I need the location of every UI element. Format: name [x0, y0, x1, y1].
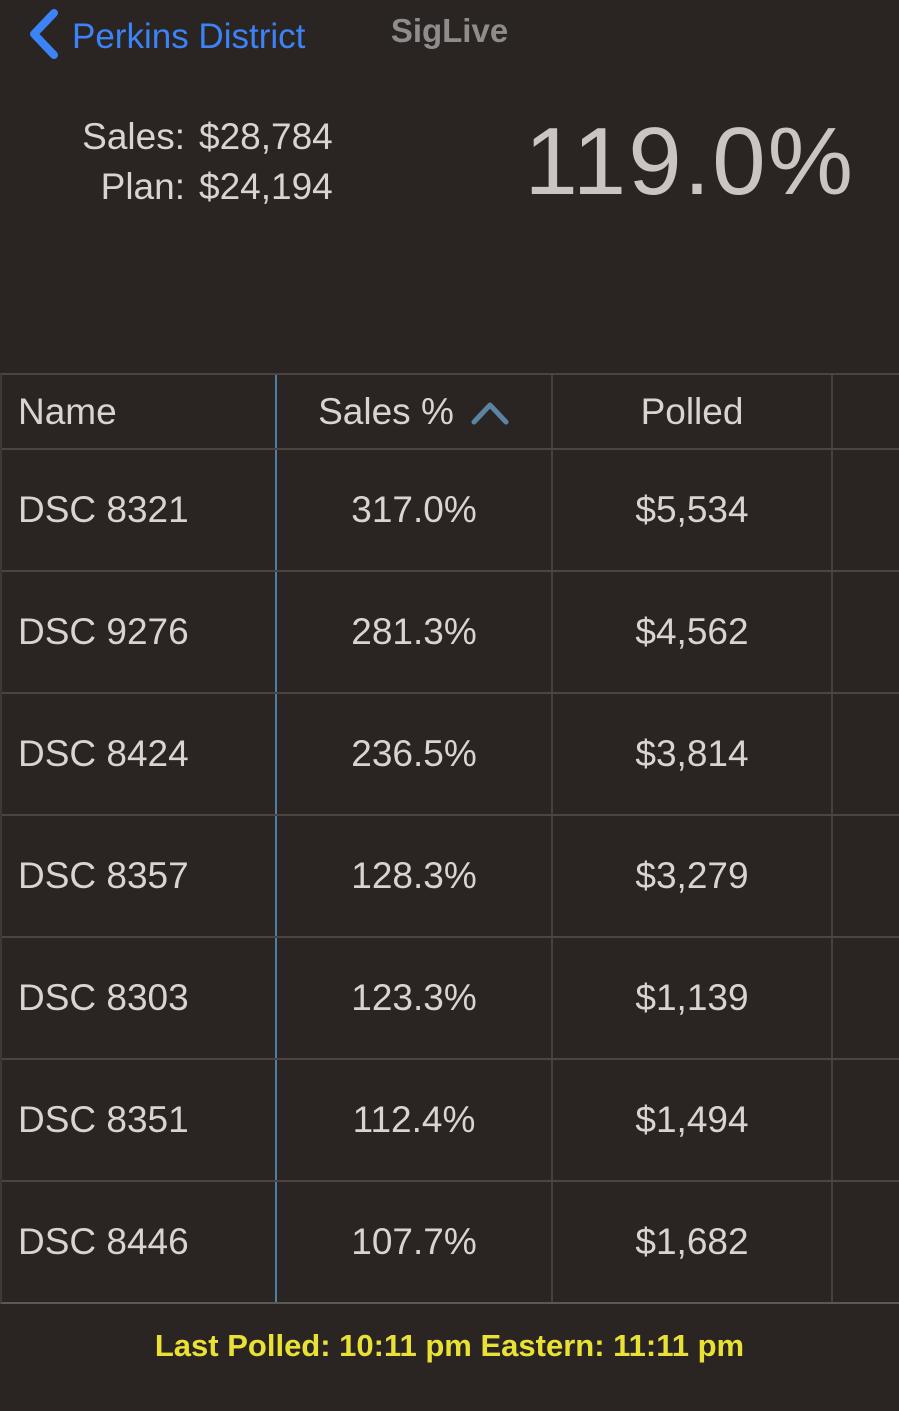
sales-stat-row: Sales: $28,784	[44, 112, 333, 162]
nav-bar: Perkins District SigLive	[0, 0, 899, 70]
sales-label: Sales:	[82, 116, 185, 157]
row-extra	[833, 1182, 899, 1302]
row-sales-pct: 123.3%	[277, 938, 553, 1058]
plan-stat-row: Plan: $24,194	[44, 162, 333, 212]
table-row[interactable]: DSC 8446 107.7% $1,682	[2, 1182, 899, 1302]
back-chevron-icon	[26, 8, 60, 65]
back-button-label: Perkins District	[72, 16, 306, 56]
row-name: DSC 8357	[2, 816, 277, 936]
row-name: DSC 8321	[2, 450, 277, 570]
row-name: DSC 8303	[2, 938, 277, 1058]
row-polled: $1,682	[553, 1182, 833, 1302]
summary-stats: Sales: $28,784 Plan: $24,194	[44, 112, 333, 212]
page-title: SigLive	[390, 12, 509, 49]
last-polled-status: Last Polled: 10:11 pm Eastern: 11:11 pm	[154, 1328, 745, 1363]
sales-value: $28,784	[199, 116, 333, 157]
back-button[interactable]: Perkins District	[26, 8, 305, 65]
row-sales-pct: 236.5%	[277, 694, 553, 814]
table-row[interactable]: DSC 8351 112.4% $1,494	[2, 1060, 899, 1182]
table-row[interactable]: DSC 8357 128.3% $3,279	[2, 816, 899, 938]
table-header-row: Name Sales % Polled	[2, 375, 899, 450]
column-header-sales-pct[interactable]: Sales %	[277, 375, 553, 448]
table-row[interactable]: DSC 8321 317.0% $5,534	[2, 450, 899, 572]
column-header-extra	[833, 375, 899, 448]
sort-ascending-icon	[470, 393, 510, 435]
row-sales-pct: 281.3%	[277, 572, 553, 692]
column-header-polled[interactable]: Polled	[553, 375, 833, 448]
row-extra	[833, 450, 899, 570]
table-row[interactable]: DSC 8303 123.3% $1,139	[2, 938, 899, 1060]
row-name: DSC 8351	[2, 1060, 277, 1180]
column-header-name[interactable]: Name	[2, 375, 277, 448]
row-extra	[833, 572, 899, 692]
column-header-sales-pct-label: Sales %	[318, 390, 454, 432]
row-name: DSC 8446	[2, 1182, 277, 1302]
row-extra	[833, 694, 899, 814]
percent-to-plan: 119.0%	[524, 108, 855, 215]
plan-label: Plan:	[100, 166, 185, 207]
row-sales-pct: 112.4%	[277, 1060, 553, 1180]
row-polled: $5,534	[553, 450, 833, 570]
table-row[interactable]: DSC 8424 236.5% $3,814	[2, 694, 899, 816]
row-polled: $1,139	[553, 938, 833, 1058]
row-polled: $1,494	[553, 1060, 833, 1180]
row-name: DSC 9276	[2, 572, 277, 692]
row-polled: $3,279	[553, 816, 833, 936]
row-extra	[833, 816, 899, 936]
stores-table: Name Sales % Polled DSC 8321 317.0% $5,5…	[0, 373, 899, 1304]
plan-value: $24,194	[199, 166, 333, 207]
row-polled: $3,814	[553, 694, 833, 814]
row-name: DSC 8424	[2, 694, 277, 814]
row-sales-pct: 128.3%	[277, 816, 553, 936]
row-extra	[833, 938, 899, 1058]
row-extra	[833, 1060, 899, 1180]
row-sales-pct: 317.0%	[277, 450, 553, 570]
table-row[interactable]: DSC 9276 281.3% $4,562	[2, 572, 899, 694]
row-polled: $4,562	[553, 572, 833, 692]
row-sales-pct: 107.7%	[277, 1182, 553, 1302]
